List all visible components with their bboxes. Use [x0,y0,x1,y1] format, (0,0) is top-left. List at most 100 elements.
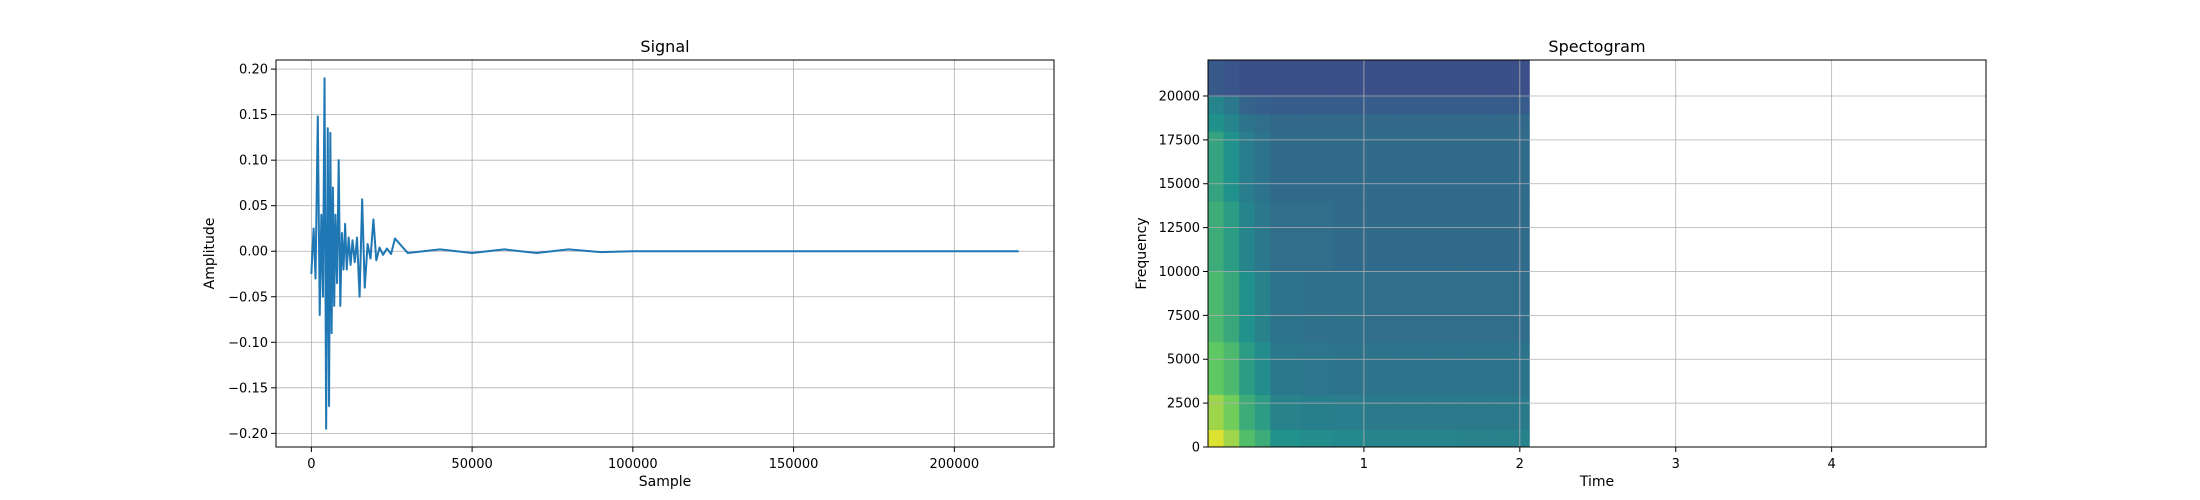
spectrogram-y-tick-label: 5000 [1167,353,1200,368]
spectrogram-x-axis: 1 2 3 4 [1360,447,1836,472]
spectrogram-cell [1363,341,1396,395]
spectrogram-cell [1270,341,1303,395]
signal-grid [276,60,1054,447]
spectrogram-cell [1395,429,1427,447]
spectrogram-cell [1301,271,1334,343]
signal-y-tick-label: 0.10 [239,154,268,169]
spectrogram-cell [1426,429,1459,447]
spectrogram-y-tick-label: 20000 [1159,89,1200,104]
spectrogram-cell [1332,60,1365,97]
signal-y-axis-label: Amplitude [202,218,218,290]
spectrogram-cell [1301,394,1334,431]
spectrogram-cell [1332,341,1365,395]
signal-x-axis: 0 50000 100000 150000 200000 [307,447,979,472]
spectrogram-y-tick-label: 0 [1192,441,1200,456]
spectrogram-title: Spectogram [1548,37,1645,56]
spectrogram-image [1208,60,1530,447]
signal-title: Signal [640,37,689,56]
signal-y-tick-label: 0.05 [239,199,268,214]
spectrogram-cell [1223,341,1240,395]
spectrogram-cell [1208,429,1225,447]
spectrogram-cell [1208,341,1225,395]
spectrogram-y-axis: 0 2500 5000 7500 10000 12500 15000 17500 20000 [1159,89,1208,456]
signal-y-tick-label: 0.00 [239,245,268,260]
spectrogram-cell [1223,131,1240,202]
spectrogram-cell [1457,341,1490,395]
spectrogram-cell [1426,131,1459,202]
spectrogram-cell [1254,131,1271,202]
spectrogram-cell [1270,95,1303,115]
signal-x-tick-label: 200000 [930,457,980,472]
spectrogram-chart: Spectogram 1 2 3 4 0 2500 5000 7500 10000 12500 1… [1134,37,1987,490]
signal-line [310,77,1019,430]
spectrogram-x-axis-label: Time [1579,474,1614,490]
spectrogram-cell [1457,271,1490,343]
spectrogram-cell [1332,271,1365,343]
signal-plot-frame [275,59,1055,448]
spectrogram-cell [1363,113,1396,132]
spectrogram-cell [1488,394,1530,431]
signal-y-tick-label: −0.20 [228,427,268,442]
spectrogram-cell [1363,95,1396,115]
spectrogram-cell [1488,271,1530,343]
spectrogram-cell [1301,341,1334,395]
spectrogram-cell [1301,429,1334,447]
spectrogram-y-tick-label: 2500 [1167,397,1200,412]
spectrogram-cell [1254,271,1271,343]
spectrogram-cell [1332,95,1365,115]
spectrogram-cell [1332,113,1365,132]
signal-y-tick-label: −0.10 [228,336,268,351]
spectrogram-cell [1270,131,1303,202]
spectrogram-cell [1457,95,1490,115]
signal-x-axis-label: Sample [639,474,692,490]
signal-chart: Signal 0 50000 100000 150000 200000 −0.20−0.… [202,37,1055,490]
signal-y-axis: −0.20 −0.15 −0.10 −0.05 0.00 0.05 0.10 0.15 0.20 [228,63,276,442]
spectrogram-cell [1363,394,1396,431]
spectrogram-cell [1301,131,1334,202]
spectrogram-cell [1270,60,1303,97]
signal-x-tick-label: 100000 [608,457,658,472]
spectrogram-cell [1426,341,1459,395]
spectrogram-cell [1301,60,1334,97]
spectrogram-cell [1332,394,1365,431]
spectrogram-y-tick-label: 7500 [1167,309,1200,324]
spectrogram-cell [1395,131,1427,202]
spectrogram-cell [1363,201,1396,273]
spectrogram-cell [1332,429,1365,447]
spectrogram-cell [1301,113,1334,132]
spectrogram-cell [1223,394,1240,431]
spectrogram-cell [1395,271,1427,343]
spectrogram-cell [1208,394,1225,431]
spectrogram-y-tick-label: 12500 [1159,221,1200,236]
spectrogram-cell [1426,113,1459,132]
spectrogram-cell [1457,201,1490,273]
spectrogram-cell [1208,271,1225,343]
spectrogram-cell [1395,394,1427,431]
spectrogram-plot-frame [1207,59,1987,448]
spectrogram-cell [1488,201,1530,273]
spectrogram-cell [1223,95,1240,115]
spectrogram-cell [1457,60,1490,97]
spectrogram-cell [1270,429,1303,447]
signal-x-tick-label: 0 [307,457,315,472]
spectrogram-cell [1426,394,1459,431]
spectrogram-cell [1223,429,1240,447]
spectrogram-cell [1239,341,1256,395]
spectrogram-cell [1332,131,1365,202]
spectrogram-cell [1457,113,1490,132]
signal-y-tick-label: 0.20 [239,63,268,78]
spectrogram-cell [1395,95,1427,115]
spectrogram-cell [1208,95,1225,115]
spectrogram-cell [1223,201,1240,273]
spectrogram-cell [1254,201,1271,273]
spectrogram-cell [1363,429,1396,447]
spectrogram-cell [1488,131,1530,202]
spectrogram-cell [1270,113,1303,132]
spectrogram-cell [1426,201,1459,273]
spectrogram-cell [1270,271,1303,343]
spectrogram-cell [1488,429,1530,447]
spectrogram-cell [1395,201,1427,273]
spectrogram-cell [1223,113,1240,132]
spectrogram-cell [1239,201,1256,273]
spectrogram-cell [1254,394,1271,431]
